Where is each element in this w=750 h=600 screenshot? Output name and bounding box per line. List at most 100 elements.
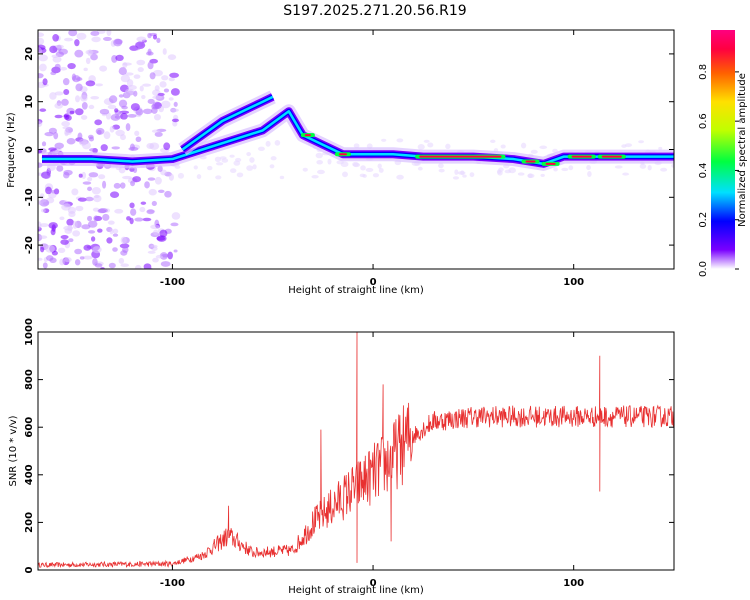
spectrogram-noise-cell: [59, 258, 65, 266]
spectrogram-noise-cell: [153, 69, 163, 77]
spectrogram-noise-cell: [115, 129, 125, 137]
spectrogram-noise-cell: [39, 199, 50, 207]
spectrogram-noise-cell: [98, 174, 106, 180]
spectrogram-noise-cell: [39, 108, 47, 112]
spectrogram-noise-cell: [54, 63, 61, 70]
spectrogram-noise-cell: [54, 102, 63, 109]
spectrogram-noise-cell: [49, 45, 58, 54]
spectrogram-noise-cell: [257, 146, 265, 151]
spectrogram-noise-cell: [110, 114, 121, 121]
spectrogram-noise-cell: [353, 143, 360, 149]
spectrogram-noise-cell: [54, 91, 64, 96]
spectrogram-noise-cell: [118, 257, 125, 264]
snr-y-tick-label: 200: [24, 512, 35, 533]
spectrogram-noise-cell: [527, 173, 533, 179]
spectrogram-noise-cell: [587, 170, 592, 177]
spectrogram-noise-cell: [38, 257, 43, 261]
spectrogram-noise-cell: [316, 159, 323, 165]
spectrogram-noise-cell: [362, 174, 367, 178]
spectrogram-noise-cell: [79, 256, 85, 260]
spectrogram-noise-cell: [130, 180, 136, 187]
spectrogram-noise-cell: [144, 181, 150, 189]
spectrogram-noise-cell: [152, 257, 159, 263]
spectrogram-noise-cell: [77, 197, 87, 202]
spectrogram-noise-cell: [500, 144, 506, 149]
snr-y-ticks: 0 200 400 600 800 1000: [24, 318, 674, 573]
spectrogram-noise-cell: [88, 136, 95, 142]
spectrogram-noise-cell: [41, 141, 47, 147]
spectrogram-noise-cell: [38, 120, 43, 128]
spectrogram-noise-cell: [118, 94, 124, 98]
spectrogram-noise-cell: [142, 83, 152, 87]
spectrogram-noise-cell: [38, 54, 48, 62]
spectrogram-noise-cell: [469, 172, 475, 178]
spectrogram-noise-cell: [98, 208, 108, 213]
spectrogram-noise-cell: [83, 244, 92, 251]
spectrogram-noise-cell: [660, 167, 668, 172]
spectrogram-noise-cell: [71, 73, 77, 81]
spectrogram-noise-cell: [48, 127, 57, 134]
spectrogram-noise-cell: [61, 121, 70, 127]
spectrogram-noise-cell: [396, 174, 404, 180]
spectrogram-noise-cell: [270, 156, 277, 161]
spectrogram-noise-cell: [462, 174, 467, 178]
spectrogram-noise-cell: [174, 165, 181, 169]
spectrogram-noise-cell: [235, 157, 242, 163]
colorbar: 0.0 0.2 0.4 0.6 0.8 Normalized spectral ampl…: [698, 30, 748, 277]
spectrogram-y-tick-label: -10: [24, 188, 35, 206]
spectrogram-noise-cell: [77, 132, 83, 140]
spectrogram-noise-cell: [46, 255, 54, 261]
spectrogram-noise-cell: [82, 255, 93, 260]
spectrogram-noise-cell: [50, 228, 56, 236]
spectrogram-noise-cell: [129, 202, 135, 209]
spectrogram-noise-cell: [154, 176, 162, 185]
spectrogram-noise-cell: [130, 208, 137, 216]
spectrogram-noise-cell: [279, 175, 285, 180]
spectrogram-y-tick-label: 20: [24, 47, 35, 61]
spectrogram-noise-cell: [161, 100, 171, 109]
spectrogram-noise-cell: [83, 67, 88, 72]
spectrogram-x-label: Height of straight line (km): [288, 285, 424, 296]
spectrogram-noise-cell: [87, 230, 96, 234]
spectrogram-noise-cell: [134, 130, 140, 137]
spectrogram-noise-cell: [52, 34, 60, 42]
spectrogram-noise-cell: [445, 143, 451, 150]
spectrogram-noise-cell: [139, 85, 144, 92]
spectrogram-noise-cell: [246, 151, 251, 157]
spectrogram-noise-cell: [142, 217, 152, 222]
spectrogram-noise-cell: [38, 47, 43, 55]
spectrogram-noise-cell: [67, 62, 76, 70]
colorbar-gradient: [711, 30, 735, 269]
spectrogram-noise-cell: [147, 98, 155, 104]
spectrogram-noise-cell: [63, 169, 73, 176]
spectrogram-noise-cell: [88, 104, 95, 110]
spectrogram-noise-cell: [94, 195, 100, 199]
spectrogram-noise-cell: [169, 72, 180, 78]
spectrogram-noise-cell: [152, 95, 163, 100]
spectrogram-noise-cell: [638, 140, 644, 144]
spectrogram-noise-cell: [64, 257, 72, 263]
spectrogram-noise-cell: [57, 247, 66, 254]
spectrogram-noise-cell: [54, 142, 64, 149]
spectrogram-noise-cell: [252, 164, 257, 170]
spectrogram-noise-cell: [193, 165, 198, 170]
spectrogram-noise-cell: [173, 249, 178, 253]
spectrogram-noise-cell: [51, 54, 59, 58]
spectrogram-noise-cell: [38, 149, 43, 154]
spectrogram-noise-cell: [417, 143, 425, 150]
spectrogram-noise-cell: [42, 262, 48, 269]
snr-y-label: SNR (10 * v/v): [8, 415, 19, 486]
spectrogram-noise-cell: [95, 127, 105, 135]
spectrogram-noise-cell: [78, 138, 88, 146]
colorbar-label: Normalized spectral amplitude: [737, 73, 748, 227]
spectrogram-noise-cell: [48, 147, 57, 151]
spectrogram-noise-cell: [92, 246, 102, 254]
spectrogram-y-ticks: -20 -10 0 10 20: [24, 47, 674, 254]
spectrogram-noise-cell: [156, 37, 161, 44]
spectrogram-noise-cell: [151, 200, 157, 207]
spectrogram-noise-cell: [396, 138, 404, 143]
spectrogram-ridges: [42, 90, 674, 171]
spectrogram-noise-cell: [152, 229, 159, 236]
colorbar-tick-label: 0.2: [698, 212, 709, 228]
